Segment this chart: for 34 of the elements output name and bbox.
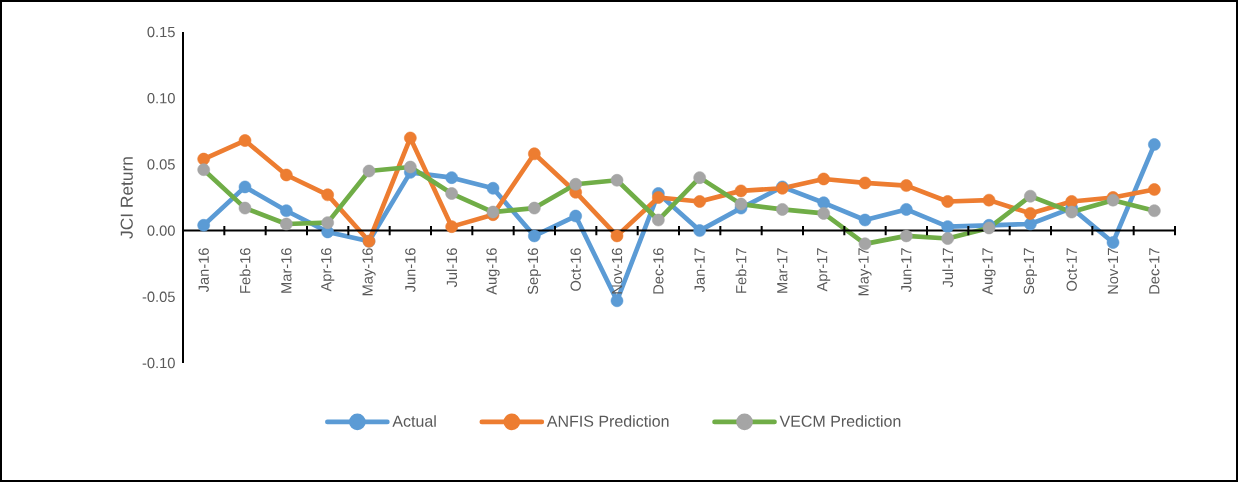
y-tick-label: 0.15 <box>147 26 175 38</box>
x-tick-label: Apr-17 <box>817 248 831 292</box>
x-tick-label: Aug-17 <box>982 248 996 295</box>
x-tick-label: Jun-17 <box>901 248 912 293</box>
x-tick-label: Oct-17 <box>1066 248 1077 291</box>
x-tick-label: Dec-17 <box>1149 248 1160 294</box>
x-tick-label: Feb-16 <box>239 248 251 293</box>
x-tick-label: Jun-16 <box>405 248 416 293</box>
x-tick-label: Sep-16 <box>527 248 541 295</box>
y-tick-label: 0.00 <box>147 225 175 236</box>
y-tick-label: -0.10 <box>142 357 175 369</box>
x-tick-label: Sep-17 <box>1023 248 1037 295</box>
x-tick-label: Dec-16 <box>653 248 664 294</box>
y-tick-label: 0.10 <box>147 93 175 104</box>
y-tick-label: 0.05 <box>147 159 175 170</box>
x-tick-label: Oct-16 <box>570 248 581 291</box>
y-axis-title: JCI Return <box>120 157 133 239</box>
x-tick-label: Jul-17 <box>942 248 954 288</box>
x-tick-label: Mar-17 <box>777 248 788 293</box>
x-tick-label: Feb-17 <box>735 248 747 293</box>
x-tick-label: Nov-17 <box>1107 248 1119 294</box>
legend-label: VECM Prediction <box>779 415 901 427</box>
x-tick-label: Nov-16 <box>611 248 623 294</box>
x-tick-label: Jan-16 <box>198 248 209 293</box>
x-tick-label: May-16 <box>362 248 376 296</box>
x-tick-label: May-17 <box>858 248 872 296</box>
y-tick-label: -0.05 <box>142 291 175 302</box>
x-tick-label: Mar-16 <box>281 248 292 293</box>
x-tick-label: Aug-16 <box>486 248 500 295</box>
x-tick-label: Jul-16 <box>446 248 458 288</box>
x-tick-label: Jan-17 <box>694 248 705 293</box>
x-tick-label: Apr-16 <box>321 248 335 292</box>
legend-label: ANFIS Prediction <box>546 415 669 427</box>
legend-label: Actual <box>392 415 436 427</box>
